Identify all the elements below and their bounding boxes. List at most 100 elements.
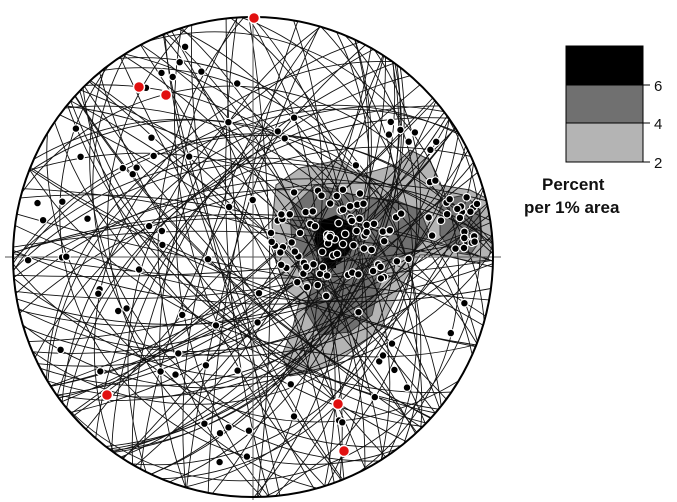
pole-marker [362,227,372,237]
great-circle [159,26,321,488]
great-circle [22,188,484,389]
highlighted-pole-marker [100,388,114,402]
great-circle [13,162,493,271]
pole-marker [308,206,318,216]
pole-marker [215,428,225,438]
great-circle [29,169,477,358]
great-circle [171,30,335,483]
great-circle [164,33,342,481]
pole-marker [386,117,396,127]
pole-marker [285,209,295,219]
pole-marker [359,199,368,209]
pole-marker [253,318,263,327]
great-circle [13,157,493,261]
great-circle [186,26,320,488]
great-circle [50,127,456,387]
great-circle [121,55,385,459]
pole-marker [392,256,402,266]
pole-marker [452,204,462,214]
pole-marker [184,152,194,162]
pole-marker [332,249,342,259]
pole-marker [359,244,369,253]
pole-marker [462,192,472,202]
great-circle [181,27,336,487]
great-circle [58,115,448,399]
pole-marker [426,145,435,155]
pole-marker [410,127,420,137]
pole-marker [460,298,469,308]
pole-marker [338,185,348,195]
pole-marker [321,291,331,301]
pole-marker [157,240,167,250]
legend-title-line2: per 1% area [524,198,620,217]
pole-marker [277,209,286,219]
pole-marker [347,216,357,226]
pole-marker [224,423,233,432]
great-circle [83,86,422,429]
legend-tick-4: 4 [654,116,662,133]
pole-marker [57,197,67,207]
pole-marker [144,221,154,231]
pole-marker [301,207,311,217]
great-circle [66,105,440,409]
pole-marker [362,220,372,230]
pole-marker [379,236,389,246]
pole-marker [267,237,277,247]
great-circle [56,117,449,396]
pole-marker [295,228,305,238]
pole-marker [459,243,469,253]
great-circle [19,182,487,314]
great-circle [88,81,418,433]
legend-swatch-2 [565,122,644,163]
great-circle [109,64,401,450]
pole-marker [340,229,350,239]
great-circle [37,150,469,367]
pole-marker [387,339,397,349]
legend-swatch-4 [565,84,644,124]
pole-marker [128,169,138,179]
pole-marker [292,277,302,287]
pole-marker [290,247,300,257]
great-circle [102,67,422,444]
pole-marker [280,133,290,143]
great-circle [73,97,434,417]
great-circle [59,64,398,465]
pole-marker [355,189,365,198]
great-circle [160,34,418,480]
pole-marker [287,237,297,247]
pole-marker [424,212,434,222]
great-circle [162,34,344,480]
great-circle [175,17,269,497]
legend: 6 4 2 Percent per 1% area [524,45,662,217]
pole-marker [404,137,414,147]
pole-marker [113,306,123,316]
pole-marker [177,310,187,320]
pole-marker [442,209,452,219]
great-circle [50,127,456,387]
great-circle [89,68,402,448]
pole-marker [354,269,363,279]
pole-marker [351,160,361,170]
pole-marker [378,227,388,237]
great-circle [107,25,318,489]
pole-marker [132,163,142,173]
pole-marker [38,215,48,225]
great-circle [16,213,490,301]
legend-tick-2: 2 [654,155,662,172]
highlighted-pole-marker [331,397,345,411]
great-circle [207,21,299,493]
pole-marker [286,379,296,389]
pole-marker [472,199,482,209]
pole-marker [451,244,460,254]
pole-marker [134,265,144,274]
pole-markers [23,42,482,467]
pole-marker [275,247,285,257]
pole-marker [201,360,211,370]
pole-marker [385,225,395,235]
great-circle [165,32,343,481]
pole-marker [244,426,254,436]
pole-marker [223,117,233,127]
great-circle [82,87,424,427]
great-circle [182,26,321,488]
